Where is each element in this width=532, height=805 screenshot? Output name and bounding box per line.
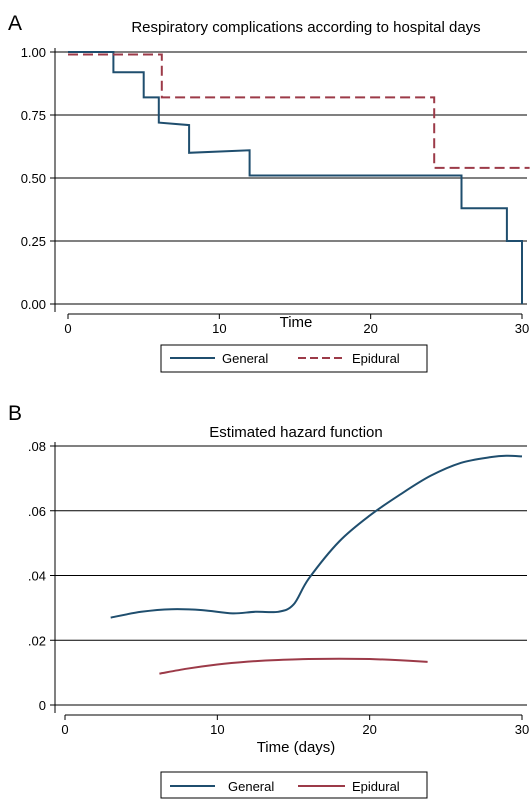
panel-a-letter: A [8,12,22,35]
panel-b-letter: B [8,402,22,425]
chart-b-y-axis: 0 .02 .04 .06 .08 [28,439,56,713]
x-tick-label: 30 [515,321,529,336]
chart-b-legend-epidural-label: Epidural [352,779,400,794]
chart-a-legend: General Epidural [160,344,428,373]
chart-a-title: Respiratory complications according to h… [131,19,480,36]
chart-b-x-label: Time (days) [257,739,336,756]
chart-b-legend-general-label: General [228,779,274,794]
chart-b-title: Estimated hazard function [209,424,382,441]
chart-a-y-axis: 0.00 0.25 0.50 0.75 1.00 [21,45,56,312]
chart-a-x-label: Time [280,314,313,331]
chart-a-plot-area [68,51,530,304]
x-tick-label: 20 [363,321,377,336]
x-tick-label: 10 [210,722,224,737]
y-tick-label: .08 [28,439,46,454]
y-tick-label: .02 [28,633,46,648]
y-tick-label: 0.50 [21,171,46,186]
x-tick-label: 0 [64,321,71,336]
x-tick-label: 30 [515,722,529,737]
y-tick-label: 0.75 [21,108,46,123]
chart-a-x-axis: 0 10 20 30 [64,313,529,336]
chart-b-gridlines [55,445,527,706]
series-line-epidural [68,53,530,169]
y-tick-label: 0.00 [21,297,46,312]
chart-a-gridlines [55,51,527,305]
y-tick-label: 0.25 [21,234,46,249]
y-tick-label: 1.00 [21,45,46,60]
series-line-epidural [159,657,428,675]
x-tick-label: 10 [212,321,226,336]
chart-a-legend-general-label: General [222,351,268,366]
y-tick-label: .04 [28,569,46,584]
chart-b-x-axis: 0 10 20 30 [61,714,529,737]
y-tick-label: 0 [39,698,46,713]
chart-b-plot-area [110,454,523,675]
chart-a-legend-epidural-label: Epidural [352,351,400,366]
x-tick-label: 0 [61,722,68,737]
chart-a: A Respiratory complications according to… [8,12,530,373]
series-line-general [68,51,523,304]
chart-b-legend: General Epidural [160,771,428,799]
y-tick-label: .06 [28,504,46,519]
chart-b: B Estimated hazard function 0 .02 .04 .06 .0… [8,402,529,799]
x-tick-label: 20 [362,722,376,737]
series-line-general [110,454,523,619]
